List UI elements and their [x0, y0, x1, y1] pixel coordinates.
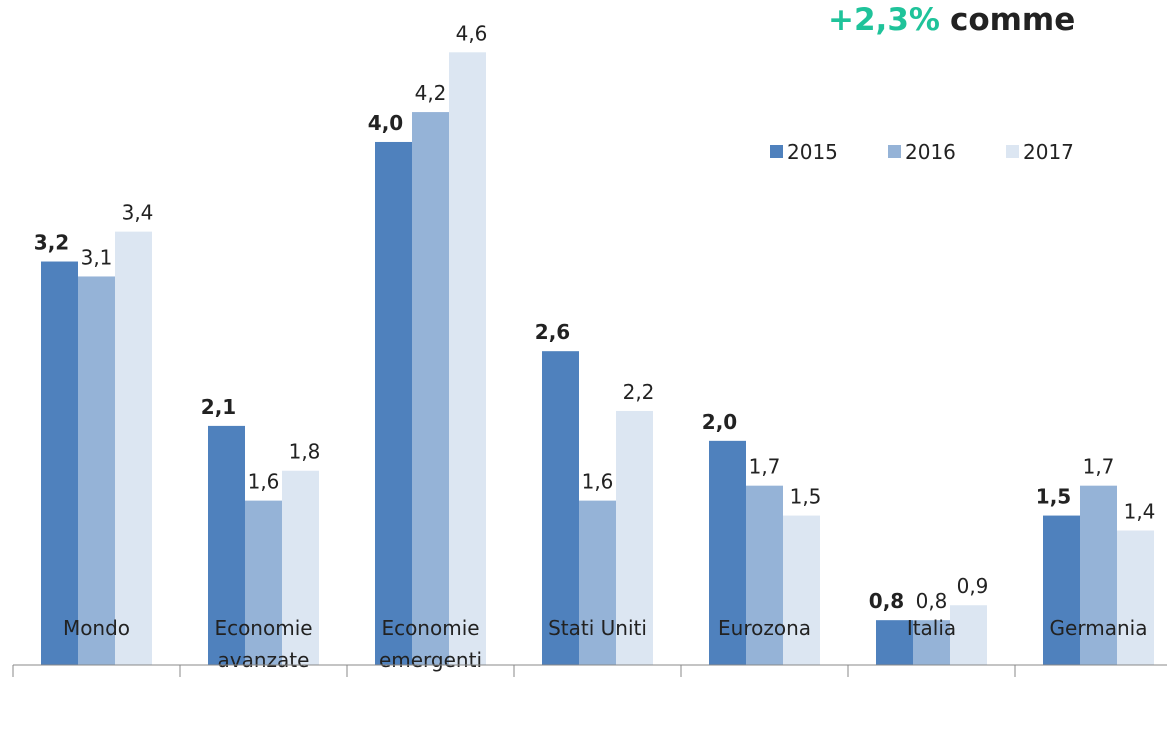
- value-label: 3,4: [122, 201, 154, 225]
- value-label: 1,6: [248, 470, 280, 494]
- bar: [950, 605, 987, 665]
- legend-swatch: [770, 145, 783, 158]
- x-tick-label: Eurozona: [718, 616, 811, 640]
- annotation-text: comme: [950, 2, 1075, 38]
- legend-swatch: [1006, 145, 1019, 158]
- bar: [245, 500, 282, 665]
- x-tick-label: avanzate: [218, 648, 310, 672]
- value-label: 0,8: [869, 589, 904, 613]
- value-label: 4,6: [456, 21, 488, 45]
- bar: [208, 425, 245, 665]
- bar: [783, 515, 820, 665]
- legend-label: 2015: [787, 140, 838, 164]
- bar: [41, 261, 78, 665]
- value-label: 2,6: [535, 320, 570, 344]
- bar: [115, 231, 152, 665]
- x-tick-label: Mondo: [63, 616, 130, 640]
- value-label: 1,7: [749, 455, 781, 479]
- value-label: 1,5: [1036, 485, 1071, 509]
- legend-swatch: [888, 145, 901, 158]
- value-label: 1,6: [582, 470, 614, 494]
- x-tick-label: Stati Uniti: [548, 616, 647, 640]
- value-label: 3,2: [34, 231, 69, 255]
- value-label: 1,5: [790, 485, 822, 509]
- value-label: 0,8: [916, 589, 948, 613]
- value-label: 3,1: [81, 245, 113, 269]
- value-label: 2,2: [623, 380, 655, 404]
- value-label: 2,0: [702, 410, 737, 434]
- x-tick-label: Economie: [381, 616, 479, 640]
- value-label: 1,8: [289, 440, 321, 464]
- annotation: +2,3% comme: [828, 2, 1075, 38]
- legend-label: 2016: [905, 140, 956, 164]
- bar: [1043, 515, 1080, 665]
- bar: [709, 440, 746, 665]
- bar: [78, 276, 115, 665]
- value-label: 1,7: [1083, 455, 1115, 479]
- bar: [542, 351, 579, 665]
- value-label: 1,4: [1124, 500, 1156, 524]
- x-tick-label: Italia: [907, 616, 956, 640]
- bar: [913, 620, 950, 665]
- bar: [876, 620, 913, 665]
- bar: [449, 52, 486, 666]
- value-label: 0,9: [957, 574, 989, 598]
- annotation-highlight: +2,3%: [828, 2, 940, 38]
- bar: [282, 470, 319, 665]
- bar: [375, 141, 412, 665]
- bar: [579, 500, 616, 665]
- x-tick-label: emergenti: [379, 648, 482, 672]
- value-label: 4,0: [368, 111, 403, 135]
- legend-label: 2017: [1023, 140, 1074, 164]
- x-tick-label: Economie: [214, 616, 312, 640]
- bar: [616, 410, 653, 665]
- bar: [1117, 530, 1154, 665]
- bar: [746, 485, 783, 665]
- bar: [1080, 485, 1117, 665]
- x-tick-label: Germania: [1050, 616, 1148, 640]
- bar: [412, 112, 449, 665]
- value-label: 4,2: [415, 81, 447, 105]
- value-label: 2,1: [201, 395, 236, 419]
